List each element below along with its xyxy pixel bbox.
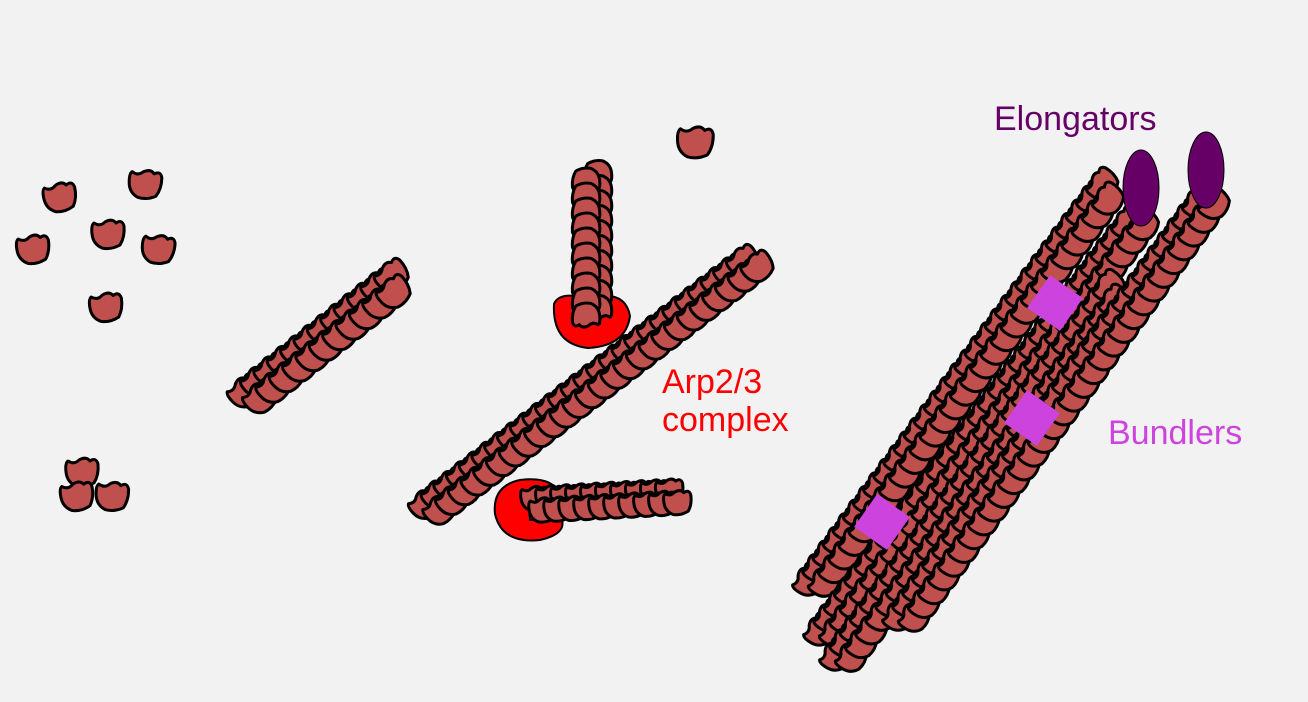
actin-monomer — [87, 290, 125, 325]
actin-monomer — [14, 232, 52, 267]
arp23-label-line1: Arp2/3 — [662, 363, 763, 401]
actin-monomer — [93, 479, 131, 514]
branched-actin-network — [403, 158, 780, 542]
bundler — [1004, 390, 1060, 446]
elongators-label: Elongators — [994, 100, 1157, 138]
branch-filament-vertical — [570, 158, 614, 329]
elongator — [1187, 131, 1225, 209]
short-actin-filament — [222, 253, 418, 421]
actin-monomer — [57, 479, 96, 514]
actin-monomer — [90, 218, 126, 251]
bundler — [1027, 275, 1083, 331]
short-actin-filament — [222, 253, 418, 421]
elongator — [1122, 149, 1160, 227]
actin-monomer — [40, 179, 80, 216]
bundled-actin-filaments — [787, 131, 1237, 679]
bundle-filament-3 — [814, 265, 1137, 679]
bundlers-label: Bundlers — [1108, 414, 1243, 452]
actin-monomer — [661, 488, 694, 517]
actin-monomer — [138, 231, 178, 268]
bundler — [854, 494, 910, 550]
arp23-label-line2: complex — [662, 401, 789, 439]
actin-monomer — [570, 301, 602, 329]
actin-monomer — [674, 124, 716, 161]
actin-monomer — [125, 167, 165, 202]
arp23-complex-label: Arp2/3 complex — [662, 363, 789, 439]
